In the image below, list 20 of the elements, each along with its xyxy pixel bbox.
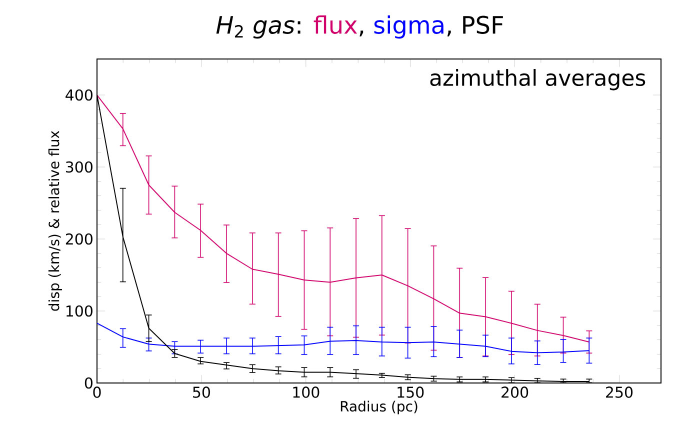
x-tick-label: 50 [193, 386, 210, 398]
x-tick-label: 250 [606, 386, 633, 398]
x-tick-label: 100 [293, 386, 320, 398]
x-tick-label: 200 [502, 386, 528, 398]
y-tick-label: 300 [66, 161, 92, 173]
y-tick-label: 0 [84, 377, 92, 389]
y-tick-label: 400 [66, 89, 92, 101]
y-tick-label: 200 [66, 233, 92, 245]
text: , [360, 30, 364, 36]
chart-title: H$_{2}$ gas: [216, 16, 300, 39]
x-axis-title: Radius (pc) [340, 400, 418, 414]
text: sigma [374, 15, 444, 39]
annotation: azimuthal averages [430, 69, 646, 90]
y-axis-title: disp (km/s) & relative flux [48, 130, 62, 311]
text: flux [314, 15, 358, 34]
y-tick-label: 100 [66, 305, 92, 317]
text: PSF [463, 16, 503, 34]
x-tick-label: 0 [93, 386, 101, 398]
x-tick-label: 150 [398, 386, 424, 398]
text: , [447, 30, 451, 36]
